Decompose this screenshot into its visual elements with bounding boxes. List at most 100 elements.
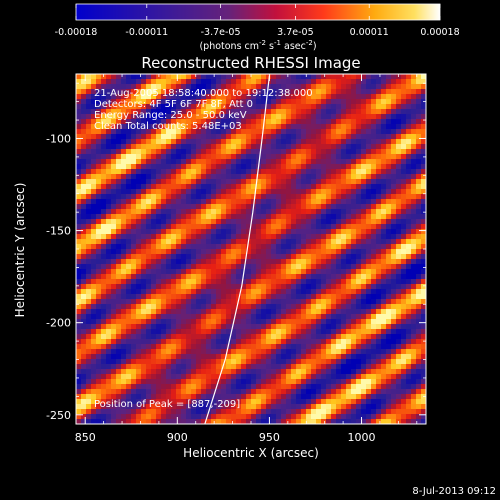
heatmap-cell — [381, 189, 387, 195]
heatmap-cell — [386, 209, 392, 215]
heatmap-cell — [191, 249, 197, 255]
heatmap-cell — [161, 184, 167, 190]
heatmap-cell — [296, 154, 302, 160]
heatmap-cell — [361, 89, 367, 95]
heatmap-cell — [396, 349, 402, 355]
heatmap-cell — [181, 349, 187, 355]
heatmap-cell — [176, 229, 182, 235]
heatmap-cell — [196, 184, 202, 190]
heatmap-cell — [216, 109, 222, 115]
heatmap-cell — [356, 104, 362, 110]
heatmap-cell — [306, 144, 312, 150]
heatmap-cell — [116, 419, 122, 424]
heatmap-cell — [291, 159, 297, 165]
heatmap-cell — [91, 174, 97, 180]
heatmap-cell — [226, 414, 232, 420]
heatmap-cell — [406, 259, 412, 265]
heatmap-cell — [416, 224, 422, 230]
heatmap-cell — [281, 264, 287, 270]
heatmap-cell — [341, 399, 347, 405]
heatmap-cell — [281, 354, 287, 360]
heatmap-cell — [161, 164, 167, 170]
heatmap-cell — [131, 314, 137, 320]
heatmap-cell — [191, 354, 197, 360]
heatmap-cell — [416, 174, 422, 180]
heatmap-cell — [76, 234, 82, 240]
heatmap-cell — [261, 359, 267, 365]
heatmap-cell — [421, 339, 426, 345]
heatmap-cell — [386, 159, 392, 165]
heatmap-cell — [401, 134, 407, 140]
heatmap-cell — [421, 194, 426, 200]
heatmap-cell — [326, 239, 332, 245]
heatmap-cell — [166, 399, 172, 405]
heatmap-cell — [261, 199, 267, 205]
heatmap-cell — [271, 124, 277, 130]
heatmap-cell — [361, 384, 367, 390]
heatmap-cell — [416, 404, 422, 410]
heatmap-cell — [321, 159, 327, 165]
heatmap-cell — [186, 289, 192, 295]
heatmap-cell — [186, 74, 192, 80]
heatmap-cell — [271, 204, 277, 210]
heatmap-cell — [396, 199, 402, 205]
heatmap-cell — [421, 314, 426, 320]
heatmap-cell — [401, 379, 407, 385]
heatmap-cell — [296, 229, 302, 235]
heatmap-cell — [271, 154, 277, 160]
heatmap-cell — [146, 399, 152, 405]
heatmap-cell — [351, 79, 357, 85]
heatmap-cell — [176, 134, 182, 140]
heatmap-cell — [246, 244, 252, 250]
heatmap-cell — [306, 259, 312, 265]
heatmap-cell — [96, 304, 102, 310]
heatmap-cell — [101, 344, 107, 350]
heatmap-cell — [186, 204, 192, 210]
heatmap-cell — [216, 354, 222, 360]
heatmap-cell — [331, 319, 337, 325]
heatmap-cell — [291, 94, 297, 100]
heatmap-cell — [321, 229, 327, 235]
heatmap-cell — [266, 334, 272, 340]
heatmap-cell — [296, 329, 302, 335]
heatmap-cell — [161, 284, 167, 290]
heatmap-cell — [401, 414, 407, 420]
heatmap-cell — [301, 194, 307, 200]
heatmap-cell — [226, 89, 232, 95]
heatmap-cell — [171, 389, 177, 395]
heatmap-cell — [341, 199, 347, 205]
heatmap-cell — [246, 419, 252, 424]
heatmap-cell — [296, 404, 302, 410]
heatmap-cell — [186, 404, 192, 410]
heatmap-cell — [406, 379, 412, 385]
heatmap-cell — [211, 144, 217, 150]
heatmap-cell — [271, 224, 277, 230]
heatmap-cell — [421, 379, 426, 385]
heatmap-cell — [281, 364, 287, 370]
heatmap-cell — [331, 229, 337, 235]
heatmap-cell — [321, 154, 327, 160]
heatmap-cell — [316, 184, 322, 190]
heatmap-cell — [261, 224, 267, 230]
heatmap-cell — [371, 334, 377, 340]
heatmap-cell — [291, 419, 297, 424]
heatmap-cell — [176, 329, 182, 335]
heatmap-cell — [326, 214, 332, 220]
heatmap-cell — [371, 184, 377, 190]
heatmap-cell — [326, 169, 332, 175]
heatmap-cell — [241, 239, 247, 245]
heatmap-cell — [301, 89, 307, 95]
heatmap-cell — [266, 154, 272, 160]
heatmap-cell — [216, 199, 222, 205]
heatmap-cell — [301, 384, 307, 390]
heatmap-cell — [421, 94, 426, 100]
heatmap-cell — [296, 184, 302, 190]
heatmap-cell — [246, 344, 252, 350]
heatmap-cell — [311, 144, 317, 150]
heatmap-cell — [291, 129, 297, 135]
heatmap-cell — [336, 159, 342, 165]
heatmap-cell — [186, 89, 192, 95]
heatmap-cell — [391, 339, 397, 345]
heatmap-cell — [306, 214, 312, 220]
heatmap-cell — [421, 414, 426, 420]
